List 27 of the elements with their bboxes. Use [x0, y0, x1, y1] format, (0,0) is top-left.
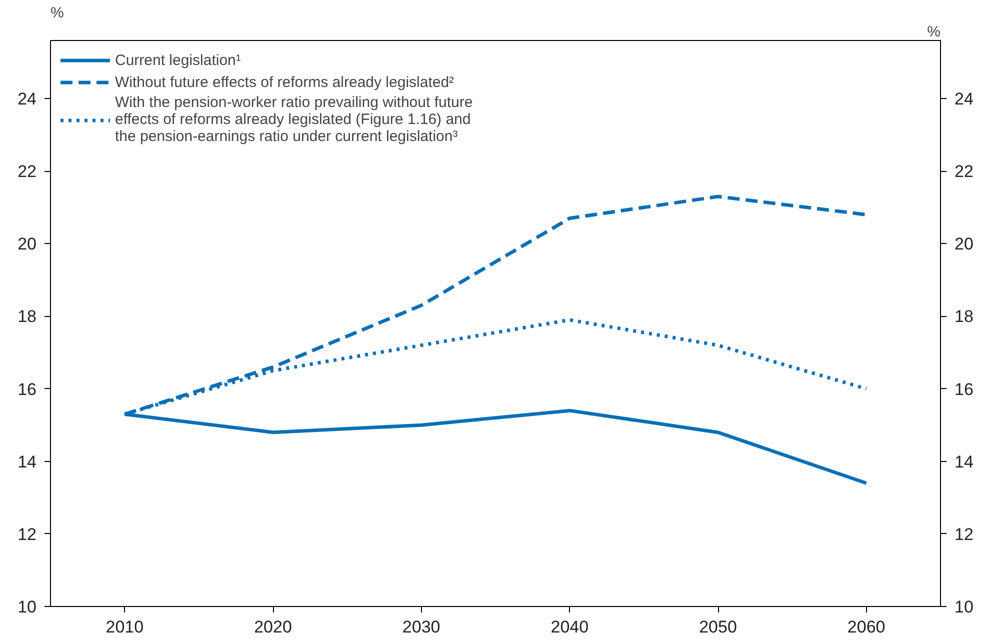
y2-tick-label: 22 — [954, 162, 974, 182]
y2-tick-label: 16 — [954, 380, 974, 399]
y-tick-label: 16 — [18, 380, 37, 399]
y-tick-label: 24 — [18, 90, 37, 109]
legend-label: Without future effects of reforms already legislated² — [115, 73, 454, 91]
y-tick-label: 10 — [18, 598, 37, 616]
y-tick-label: 20 — [18, 234, 37, 254]
x-tick-label: 2010 — [106, 618, 144, 636]
y2-tick-label: 14 — [954, 452, 974, 472]
y-tick-label: 18 — [18, 307, 37, 326]
x-tick-label: 2040 — [550, 618, 589, 636]
legend-label: Current legislation¹ — [115, 51, 241, 69]
y-axis-title: % — [50, 4, 64, 22]
legend-label: With the pension-worker ratio prevailing without future effects of reforms already legislated (Figure 1.16) and the pension-earnings ratio under current legislation³ — [115, 94, 473, 145]
y2-tick-label: 24 — [954, 90, 974, 109]
x-tick-label: 2030 — [402, 618, 440, 636]
x-tick-label: 2050 — [699, 618, 737, 636]
x-tick-label: 2020 — [254, 618, 292, 636]
y2-axis-title: % — [927, 24, 941, 40]
y-tick-label: 12 — [18, 524, 37, 544]
y2-tick-label: 18 — [954, 307, 974, 326]
x-tick-label: 2060 — [847, 618, 886, 636]
y2-tick-label: 20 — [954, 234, 974, 254]
y-tick-label: 22 — [18, 162, 37, 182]
y-tick-label: 14 — [18, 452, 37, 472]
y2-tick-label: 12 — [954, 524, 974, 544]
y2-tick-label: 10 — [954, 598, 974, 616]
